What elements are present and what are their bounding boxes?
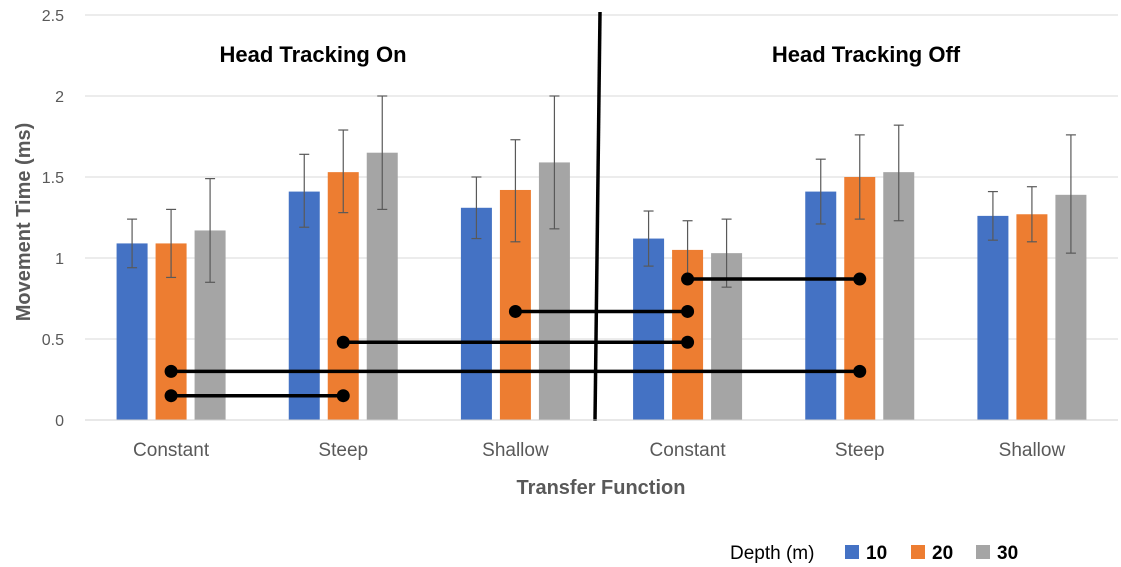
- x-category-label: Steep: [318, 440, 368, 461]
- bar-10-2: [460, 207, 492, 420]
- y-tick-label: 2: [55, 89, 64, 106]
- error-bar: [549, 95, 560, 230]
- error-bar: [205, 178, 216, 283]
- error-bar: [1026, 186, 1037, 243]
- legend-label-10: 10: [866, 543, 887, 564]
- significance-lines: [164, 272, 867, 403]
- error-bar: [643, 210, 654, 267]
- y-tick-label: 1: [55, 251, 64, 268]
- panel-label-head-tracking-off: Head Tracking Off: [772, 42, 961, 67]
- legend: Depth (m) 10 20 30: [730, 543, 1018, 564]
- bars: [116, 152, 1087, 421]
- bar-10-0: [116, 243, 148, 420]
- y-axis-title: Movement Time (ms): [13, 123, 35, 322]
- significance-line: [164, 364, 867, 378]
- y-tick-label: 0.5: [42, 332, 64, 349]
- error-bars: [127, 95, 1076, 288]
- bar-20-5: [1016, 214, 1048, 420]
- error-bar: [854, 134, 865, 220]
- error-bar: [338, 129, 349, 214]
- panel-divider: [593, 11, 602, 422]
- bar-10-5: [977, 215, 1009, 420]
- y-tick-label: 1.5: [42, 170, 64, 187]
- error-bar: [893, 124, 904, 222]
- x-category-label: Shallow: [482, 440, 549, 461]
- bar-10-3: [633, 238, 665, 420]
- bar-10-1: [288, 191, 320, 420]
- legend-label-30: 30: [997, 543, 1018, 564]
- error-bar: [721, 218, 732, 288]
- legend-swatch-20: [911, 545, 925, 559]
- significance-line: [681, 272, 867, 286]
- error-bar: [510, 139, 521, 243]
- error-bar: [987, 190, 998, 241]
- x-category-label: Constant: [650, 440, 727, 461]
- significance-line: [508, 304, 695, 318]
- error-bar: [377, 95, 388, 210]
- error-bar: [127, 218, 138, 269]
- x-category-label: Constant: [133, 440, 210, 461]
- error-bar: [471, 176, 482, 240]
- error-bar: [1065, 134, 1076, 254]
- error-bar: [299, 153, 310, 228]
- legend-swatch-10: [845, 545, 859, 559]
- x-category-label: Shallow: [999, 440, 1066, 461]
- legend-swatch-30: [976, 545, 990, 559]
- bar-10-4: [805, 191, 837, 420]
- error-bar: [815, 158, 826, 225]
- x-category-label: Steep: [835, 440, 885, 461]
- error-bar: [166, 208, 177, 279]
- x-axis-title: Transfer Function: [517, 477, 686, 499]
- significance-line: [336, 335, 695, 349]
- x-axis-categories: Constant Steep Shallow Constant Steep Shallow: [133, 440, 1065, 461]
- y-tick-label: 2.5: [42, 8, 64, 25]
- significance-line: [164, 389, 350, 403]
- legend-title: Depth (m): [730, 543, 814, 564]
- bar-20-1: [327, 172, 359, 420]
- y-axis-ticks: 0 0.5 1 1.5 2 2.5: [42, 8, 64, 430]
- legend-label-20: 20: [932, 543, 953, 564]
- panel-label-head-tracking-on: Head Tracking On: [219, 42, 406, 67]
- y-tick-label: 0: [55, 413, 64, 430]
